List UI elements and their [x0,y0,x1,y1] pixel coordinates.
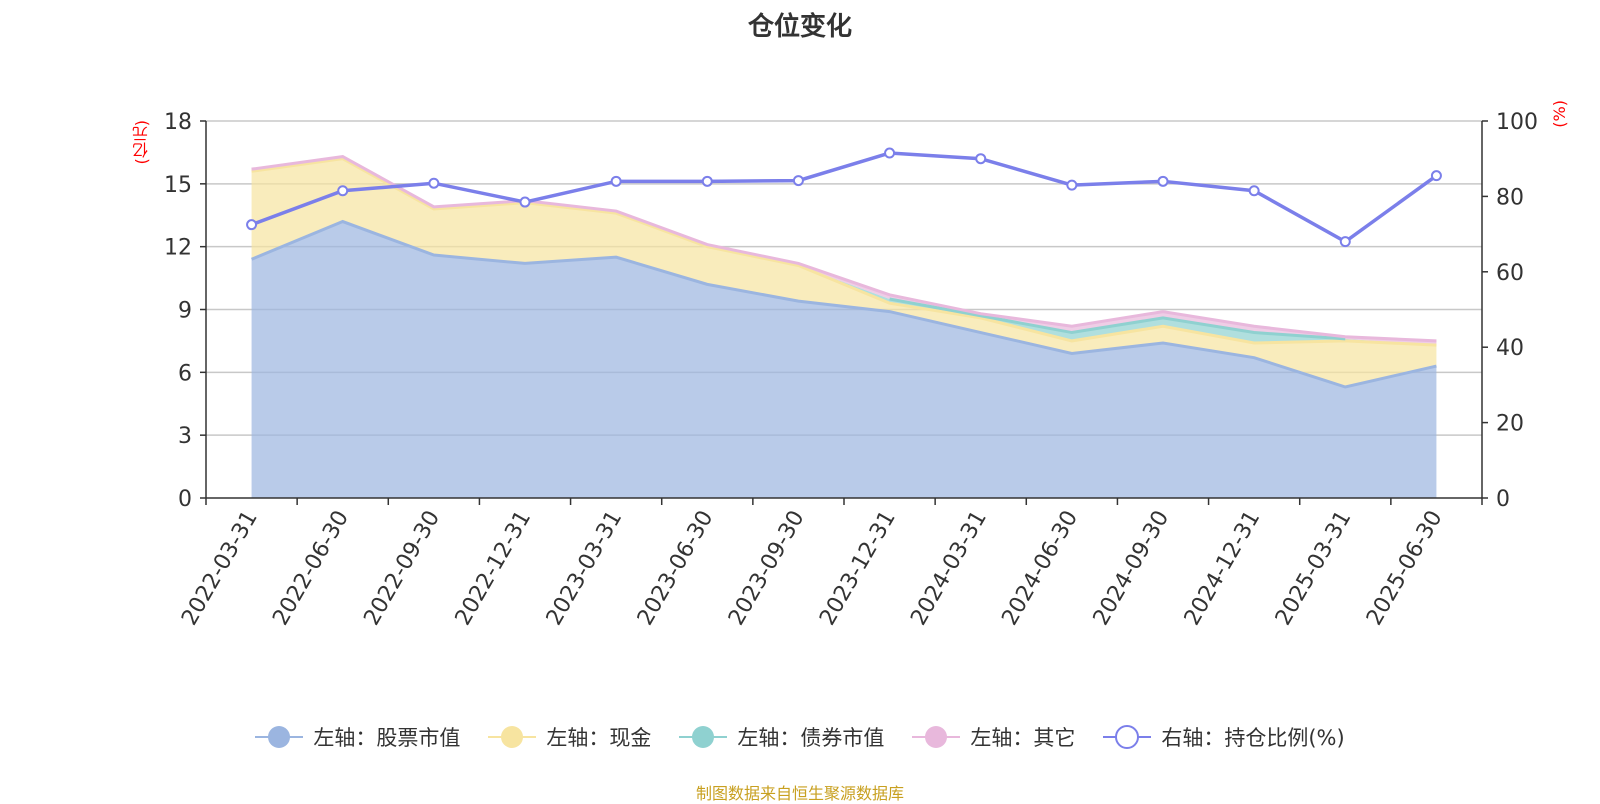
legend-marker-icon [488,726,537,748]
x-axis-tick-label: 2022-12-31 [451,507,537,630]
line-point [610,175,622,187]
line-point [519,196,531,208]
line-point [428,177,440,189]
right-axis-tick-label: 80 [1496,185,1524,210]
legend-item[interactable]: 左轴：现金 [488,722,651,752]
chart-title: 仓位变化 [747,12,852,42]
data-source-note: 制图数据来自恒生聚源数据库 [695,784,904,803]
right-axis-tick-label: 60 [1496,261,1524,286]
x-axis-tick-label: 2022-03-31 [177,507,263,630]
area-左轴：股票市值 [251,221,1437,499]
left-axis-tick-label: 6 [178,361,192,386]
right-axis-tick-label: 100 [1496,110,1538,135]
legend-marker-icon [679,726,728,748]
x-axis-tick-label: 2024-06-30 [997,507,1083,630]
x-axis-tick-label: 2023-12-31 [815,507,901,630]
right-axis-tick-label: 20 [1496,412,1524,437]
legend-label: 左轴：现金 [546,726,652,750]
line-point [1066,179,1078,191]
line-point [1248,185,1260,197]
left-axis-tick-label: 18 [164,110,192,135]
right-axis-tick-label: 40 [1496,336,1524,361]
left-axis-tick-label: 0 [178,487,192,512]
area-edge-左轴：股票市值 [250,219,1437,389]
x-axis-tick-label: 2022-06-30 [268,507,354,630]
line-point [701,175,713,187]
left-axis-tick-label: 12 [164,236,192,261]
legend-marker-icon [1103,725,1152,749]
line-point [975,153,987,165]
x-axis-tick-label: 2022-09-30 [359,507,445,630]
legend-label: 左轴：债券市值 [737,726,885,750]
legend-label: 右轴：持仓比例(%) [1161,726,1345,750]
x-axis-tick-label: 2024-03-31 [906,507,992,630]
legend-marker-icon [912,726,961,748]
right-axis-tick-label: 0 [1496,487,1510,512]
legend-item[interactable]: 左轴：股票市值 [255,722,460,752]
line-point [246,219,258,231]
left-axis-tick-label: 3 [178,424,192,449]
legend-label: 左轴：股票市值 [313,726,461,750]
area-edge-左轴：其它 [251,155,1437,343]
legend-item[interactable]: 左轴：债券市值 [679,722,884,752]
x-axis-tick-label: 2024-09-30 [1089,507,1175,630]
area-edge-左轴：债券市值 [889,297,1346,341]
x-axis-tick-label: 2023-03-31 [542,507,628,630]
chart-legend: 左轴：股票市值 左轴：现金 左轴：债券市值 左轴：其它 右轴：持仓比例(%) [0,722,1600,752]
left-axis-tick-label: 15 [164,173,192,198]
area-edge-左轴：现金 [251,157,1437,347]
x-axis-tick-label: 2023-06-30 [633,507,719,630]
left-axis-tick-label: 9 [178,299,192,324]
x-axis-tick-label: 2024-12-31 [1180,507,1266,630]
line-point [884,147,896,159]
legend-item[interactable]: 左轴：其它 [912,722,1075,752]
x-axis-tick-label: 2025-06-30 [1362,507,1448,630]
line-point [337,185,349,197]
x-axis-tick-label: 2023-09-30 [724,507,810,630]
legend-item[interactable]: 右轴：持仓比例(%) [1103,722,1345,752]
line-point [792,175,804,187]
position-chart: 0 3 6 9 12 15 18 0 20 40 60 80 100 2022-03-31 2022-06-… [164,110,1538,630]
x-axis-tick-label: 2025-03-31 [1271,507,1357,630]
line-holding-ratio [250,151,1438,244]
line-point [1339,236,1351,248]
line-point [1430,170,1442,182]
line-point [1157,175,1169,187]
legend-label: 左轴：其它 [970,726,1076,750]
legend-marker-icon [255,726,304,748]
